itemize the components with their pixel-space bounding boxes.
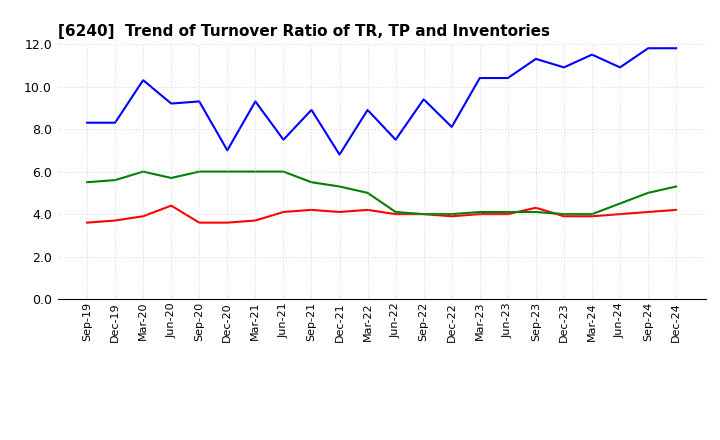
Trade Receivables	[616, 212, 624, 217]
Trade Receivables	[195, 220, 204, 225]
Trade Payables	[447, 124, 456, 129]
Trade Receivables	[644, 209, 652, 215]
Inventories	[588, 212, 596, 217]
Inventories	[475, 209, 484, 215]
Line: Inventories: Inventories	[87, 172, 676, 214]
Trade Payables	[419, 97, 428, 102]
Trade Payables	[336, 152, 344, 157]
Inventories	[195, 169, 204, 174]
Inventories	[364, 190, 372, 195]
Inventories	[391, 209, 400, 215]
Trade Receivables	[391, 212, 400, 217]
Trade Payables	[672, 46, 680, 51]
Inventories	[279, 169, 288, 174]
Trade Payables	[307, 107, 316, 113]
Trade Receivables	[167, 203, 176, 208]
Text: [6240]  Trend of Turnover Ratio of TR, TP and Inventories: [6240] Trend of Turnover Ratio of TR, TP…	[58, 24, 549, 39]
Trade Payables	[364, 107, 372, 113]
Inventories	[447, 212, 456, 217]
Inventories	[419, 212, 428, 217]
Trade Receivables	[139, 214, 148, 219]
Trade Payables	[83, 120, 91, 125]
Inventories	[83, 180, 91, 185]
Trade Receivables	[531, 205, 540, 210]
Inventories	[251, 169, 260, 174]
Inventories	[672, 184, 680, 189]
Trade Receivables	[251, 218, 260, 223]
Trade Payables	[223, 148, 232, 153]
Trade Payables	[195, 99, 204, 104]
Trade Receivables	[279, 209, 288, 215]
Trade Receivables	[475, 212, 484, 217]
Trade Payables	[588, 52, 596, 57]
Trade Receivables	[307, 207, 316, 213]
Inventories	[616, 201, 624, 206]
Trade Payables	[644, 46, 652, 51]
Inventories	[307, 180, 316, 185]
Trade Payables	[111, 120, 120, 125]
Trade Receivables	[419, 212, 428, 217]
Trade Payables	[475, 75, 484, 81]
Trade Payables	[139, 77, 148, 83]
Trade Payables	[503, 75, 512, 81]
Trade Payables	[559, 65, 568, 70]
Inventories	[336, 184, 344, 189]
Trade Payables	[616, 65, 624, 70]
Inventories	[223, 169, 232, 174]
Trade Payables	[251, 99, 260, 104]
Trade Receivables	[336, 209, 344, 215]
Line: Trade Payables: Trade Payables	[87, 48, 676, 154]
Trade Receivables	[447, 214, 456, 219]
Inventories	[559, 212, 568, 217]
Inventories	[111, 177, 120, 183]
Legend: Trade Receivables, Trade Payables, Inventories: Trade Receivables, Trade Payables, Inven…	[157, 438, 606, 440]
Inventories	[644, 190, 652, 195]
Trade Payables	[531, 56, 540, 62]
Inventories	[531, 209, 540, 215]
Inventories	[167, 175, 176, 180]
Inventories	[139, 169, 148, 174]
Trade Receivables	[588, 214, 596, 219]
Trade Receivables	[111, 218, 120, 223]
Trade Receivables	[83, 220, 91, 225]
Trade Payables	[167, 101, 176, 106]
Inventories	[503, 209, 512, 215]
Trade Payables	[391, 137, 400, 142]
Line: Trade Receivables: Trade Receivables	[87, 205, 676, 223]
Trade Receivables	[503, 212, 512, 217]
Trade Receivables	[559, 214, 568, 219]
Trade Receivables	[364, 207, 372, 213]
Trade Receivables	[672, 207, 680, 213]
Trade Receivables	[223, 220, 232, 225]
Trade Payables	[279, 137, 288, 142]
